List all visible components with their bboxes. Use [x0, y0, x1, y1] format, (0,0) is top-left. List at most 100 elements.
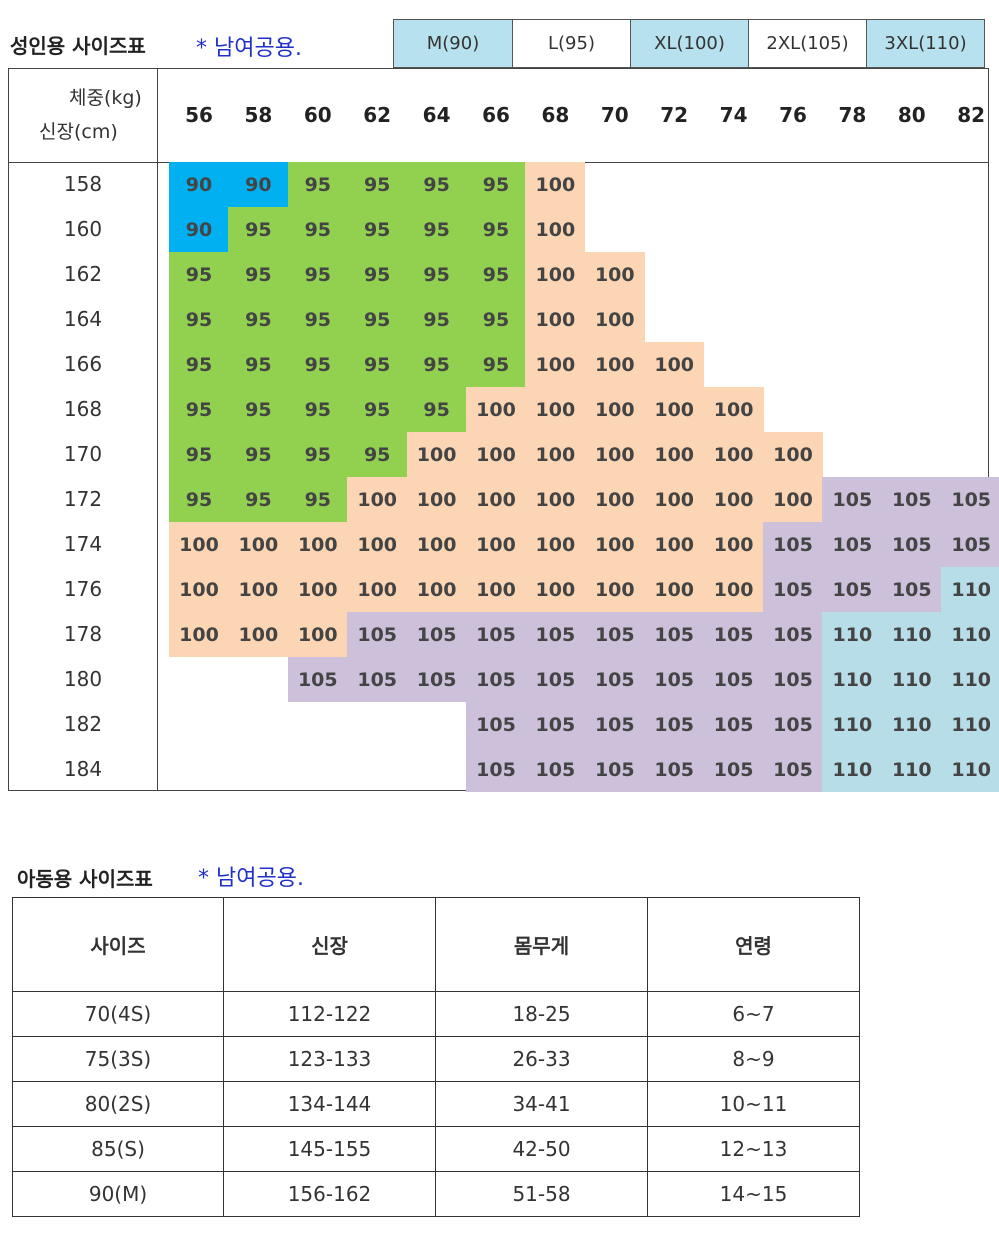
- table-row: 90(M) 156-162 51-58 14~15: [12, 1171, 860, 1217]
- weight-axis-label: 체중(kg): [69, 87, 142, 109]
- table-row: 80(2S) 134-144 34-41 10~11: [12, 1081, 860, 1127]
- weight-header-cell: 80: [897, 103, 926, 127]
- size-cell: 100: [644, 567, 705, 612]
- size-cell: 105: [584, 702, 645, 747]
- size-cell: 105: [644, 702, 705, 747]
- size-cell: 105: [347, 657, 408, 702]
- height-row-label: 168: [63, 397, 103, 421]
- child-size-cell: 85(S): [12, 1126, 224, 1172]
- size-cell: 100: [466, 387, 526, 432]
- height-row-label: 180: [63, 667, 103, 691]
- adult-size-table: 체중(kg) 신장(cm) 56 58 60 62 64 66 68 70 72 74 76 78 80…: [8, 68, 999, 792]
- legend-item: M(90): [394, 20, 512, 67]
- child-age-cell: 10~11: [647, 1081, 860, 1127]
- child-weight-cell: 18-25: [435, 991, 648, 1037]
- size-cell: 100: [228, 567, 289, 612]
- size-cell: 110: [941, 747, 999, 792]
- child-age-cell: 6~7: [647, 991, 860, 1037]
- size-cell: 105: [584, 612, 645, 657]
- size-cell: 95: [287, 252, 348, 297]
- size-cell: 105: [763, 612, 823, 657]
- size-cell: 105: [941, 522, 999, 567]
- weight-header-cell: 76: [779, 103, 807, 127]
- size-cell: 100: [466, 477, 526, 522]
- size-cell: 100: [584, 522, 645, 567]
- size-cell: 95: [287, 162, 348, 207]
- child-height-cell: 145-155: [223, 1126, 436, 1172]
- child-size-table: 사이즈 신장 몸무게 연령 70(4S) 112-122 18-25 6~7 7…: [12, 897, 860, 1217]
- size-cell: 100: [703, 432, 764, 477]
- size-cell: 100: [525, 207, 586, 252]
- child-age-cell: 8~9: [647, 1036, 860, 1082]
- size-cell: 110: [941, 567, 999, 612]
- size-cell: 110: [822, 657, 883, 702]
- size-cell: 95: [466, 207, 526, 252]
- size-cell: 95: [228, 252, 289, 297]
- size-cell: 95: [169, 252, 229, 297]
- size-cell: 95: [287, 297, 348, 342]
- size-cell: 100: [584, 342, 645, 387]
- size-cell: 105: [763, 567, 823, 612]
- height-row-label: 172: [63, 487, 103, 511]
- child-header-age: 연령: [647, 897, 860, 992]
- size-cell: 90: [228, 162, 289, 207]
- table-row: 85(S) 145-155 42-50 12~13: [12, 1126, 860, 1172]
- size-cell: 95: [347, 432, 408, 477]
- weight-header-cell: 74: [719, 103, 748, 127]
- size-cell: 100: [406, 432, 467, 477]
- size-cell: 100: [703, 522, 764, 567]
- height-row-label: 166: [63, 352, 103, 376]
- size-cell: 100: [584, 567, 645, 612]
- height-row-label: 170: [63, 442, 103, 466]
- size-cell: 95: [466, 342, 526, 387]
- size-cell: 105: [822, 567, 883, 612]
- height-row-label: 158: [63, 172, 103, 196]
- size-cell: 100: [644, 432, 705, 477]
- size-cell: 110: [881, 612, 942, 657]
- size-cell: 100: [763, 432, 823, 477]
- size-cell: 95: [406, 387, 467, 432]
- size-cell: 100: [466, 567, 526, 612]
- weight-header-cell: 58: [244, 103, 273, 127]
- size-cell: 105: [466, 747, 526, 792]
- child-height-cell: 112-122: [223, 991, 436, 1037]
- child-header-height: 신장: [223, 897, 436, 992]
- size-cell: 105: [703, 747, 764, 792]
- size-cell: 105: [881, 567, 942, 612]
- size-cell: 105: [881, 477, 942, 522]
- size-cell: 95: [169, 477, 229, 522]
- height-axis-label: 신장(cm): [39, 121, 118, 143]
- child-size-cell: 75(3S): [12, 1036, 224, 1082]
- size-cell: 100: [169, 567, 229, 612]
- size-cell: 105: [584, 747, 645, 792]
- size-cell: 100: [525, 162, 586, 207]
- size-cell: 105: [763, 747, 823, 792]
- size-cell: 95: [406, 207, 467, 252]
- size-cell: 95: [287, 387, 348, 432]
- size-cell: 110: [941, 702, 999, 747]
- size-cell: 105: [406, 657, 467, 702]
- weight-header-cell: 66: [482, 103, 510, 127]
- adult-unisex-note: * 남여공용.: [196, 36, 302, 61]
- legend-item: 2XL(105): [748, 20, 866, 67]
- size-cell: 95: [228, 297, 289, 342]
- child-header-weight: 몸무게: [435, 897, 648, 992]
- size-cell: 110: [941, 657, 999, 702]
- size-cell: 105: [763, 657, 823, 702]
- size-cell: 95: [347, 387, 408, 432]
- size-cell: 100: [347, 522, 408, 567]
- size-cell: 100: [525, 432, 586, 477]
- size-cell: 100: [525, 252, 586, 297]
- size-cell: 105: [644, 747, 705, 792]
- size-cell: 105: [466, 702, 526, 747]
- child-height-cell: 123-133: [223, 1036, 436, 1082]
- weight-header-cell: 62: [363, 103, 392, 127]
- legend-item: 3XL(110): [866, 20, 984, 67]
- child-height-cell: 134-144: [223, 1081, 436, 1127]
- size-cell: 100: [703, 387, 764, 432]
- size-cell: 95: [287, 342, 348, 387]
- height-row-label: 178: [63, 622, 103, 646]
- size-cell: 100: [525, 342, 586, 387]
- size-cell: 100: [228, 612, 289, 657]
- size-cell: 100: [584, 387, 645, 432]
